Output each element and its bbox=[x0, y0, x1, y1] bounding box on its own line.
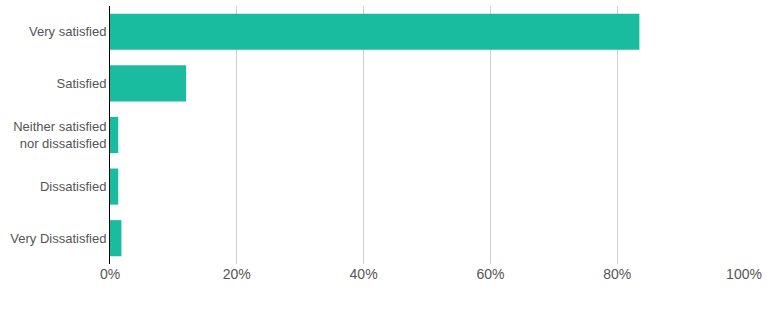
svg-text:Satisfied: Satisfied bbox=[57, 76, 107, 91]
svg-text:40%: 40% bbox=[350, 266, 378, 282]
svg-text:80%: 80% bbox=[603, 266, 631, 282]
svg-text:100%: 100% bbox=[726, 266, 762, 282]
svg-text:60%: 60% bbox=[476, 266, 504, 282]
svg-text:Very Dissatisfied: Very Dissatisfied bbox=[10, 231, 106, 246]
svg-text:Neither satisfiednor dissatisf: Neither satisfiednor dissatisfied bbox=[13, 119, 106, 151]
svg-text:0%: 0% bbox=[100, 266, 120, 282]
svg-text:Very satisfied: Very satisfied bbox=[29, 24, 106, 39]
svg-text:Dissatisfied: Dissatisfied bbox=[40, 179, 106, 194]
svg-text:20%: 20% bbox=[223, 266, 251, 282]
